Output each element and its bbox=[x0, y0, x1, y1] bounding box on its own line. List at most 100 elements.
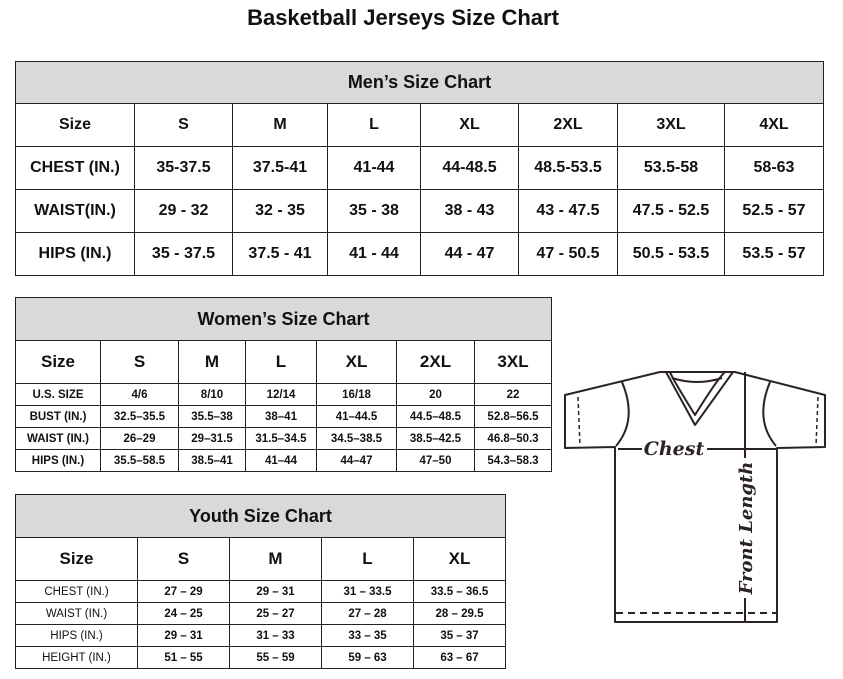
table-cell: 31 – 33.5 bbox=[321, 580, 414, 603]
row-label: BUST (IN.) bbox=[15, 405, 101, 428]
chest-label: Chest bbox=[644, 438, 705, 460]
size-header-row: Size S M L XL 2XL 3XL bbox=[15, 340, 553, 384]
table-cell: 38.5–41 bbox=[178, 449, 246, 472]
table-cell: 24 – 25 bbox=[137, 602, 230, 625]
column-header: L bbox=[321, 537, 414, 581]
table-row: WAIST(IN.) 29 - 32 32 - 35 35 - 38 38 - 43 43… bbox=[15, 189, 824, 233]
column-header: L bbox=[327, 103, 421, 147]
table-cell: 35.5–58.5 bbox=[100, 449, 179, 472]
column-header: S bbox=[100, 340, 179, 384]
table-cell: 32 - 35 bbox=[232, 189, 328, 233]
table-cell: 37.5 - 41 bbox=[232, 232, 328, 276]
front-length-label: Front Length bbox=[736, 462, 757, 596]
table-cell: 59 – 63 bbox=[321, 646, 414, 669]
column-header: XL bbox=[412, 537, 507, 581]
table-cell: 44-48.5 bbox=[420, 146, 519, 190]
table-row: HIPS (IN.) 35 - 37.5 37.5 - 41 41 - 44 44 - … bbox=[15, 232, 824, 276]
page-title: Basketball Jerseys Size Chart bbox=[247, 5, 559, 30]
table-row: CHEST (IN.) 27 – 29 29 – 31 31 – 33.5 33.5 –… bbox=[15, 580, 507, 603]
womens-size-table: Women’s Size Chart Size S M L XL 2XL 3XL U.S. SI… bbox=[14, 297, 553, 472]
table-cell: 33 – 35 bbox=[321, 624, 414, 647]
table-row: U.S. SIZE 4/6 8/10 12/14 16/18 20 22 bbox=[15, 383, 553, 406]
table-cell: 12/14 bbox=[245, 383, 317, 406]
column-header: M bbox=[232, 103, 328, 147]
table-cell: 35 – 37 bbox=[412, 624, 507, 647]
table-cell: 35-37.5 bbox=[134, 146, 233, 190]
table-cell: 8/10 bbox=[178, 383, 246, 406]
table-cell: 35.5–38 bbox=[178, 405, 246, 428]
table-cell: 38–41 bbox=[245, 405, 317, 428]
row-label-header: Size bbox=[15, 537, 138, 581]
table-cell: 16/18 bbox=[316, 383, 397, 406]
table-cell: 41–44 bbox=[245, 449, 317, 472]
table-cell: 38.5–42.5 bbox=[396, 427, 475, 450]
column-header: M bbox=[178, 340, 246, 384]
table-cell: 27 – 28 bbox=[321, 602, 414, 625]
row-label: U.S. SIZE bbox=[15, 383, 101, 406]
row-label-header: Size bbox=[15, 340, 101, 384]
table-cell: 28 – 29.5 bbox=[412, 602, 507, 625]
table-cell: 29–31.5 bbox=[178, 427, 246, 450]
table-cell: 41 - 44 bbox=[327, 232, 421, 276]
row-label: HIPS (IN.) bbox=[15, 232, 135, 276]
youth-size-table: Youth Size Chart Size S M L XL CHEST (IN.) 27 –… bbox=[14, 494, 507, 669]
table-cell: 43 - 47.5 bbox=[518, 189, 618, 233]
column-header: 3XL bbox=[617, 103, 725, 147]
table-cell: 55 – 59 bbox=[229, 646, 322, 669]
mens-size-table: Men’s Size Chart Size S M L XL 2XL 3XL 4XL CHEST … bbox=[15, 61, 824, 276]
size-header-row: Size S M L XL 2XL 3XL 4XL bbox=[15, 103, 824, 147]
row-label: WAIST(IN.) bbox=[15, 189, 135, 233]
table-cell: 35 - 37.5 bbox=[134, 232, 233, 276]
table-cell: 37.5-41 bbox=[232, 146, 328, 190]
row-label: HEIGHT (IN.) bbox=[15, 646, 138, 669]
table-cell: 47 - 50.5 bbox=[518, 232, 618, 276]
column-header: S bbox=[134, 103, 233, 147]
table-cell: 41-44 bbox=[327, 146, 421, 190]
column-header: 2XL bbox=[518, 103, 618, 147]
table-cell: 31 – 33 bbox=[229, 624, 322, 647]
table-cell: 35 - 38 bbox=[327, 189, 421, 233]
table-row: CHEST (IN.) 35-37.5 37.5-41 41-44 44-48.5 48.… bbox=[15, 146, 824, 190]
jersey-outline bbox=[564, 371, 826, 623]
table-cell: 4/6 bbox=[100, 383, 179, 406]
table-row: WAIST (IN.) 26–29 29–31.5 31.5–34.5 34.5–38.… bbox=[15, 427, 553, 450]
column-header: S bbox=[137, 537, 230, 581]
table-cell: 29 - 32 bbox=[134, 189, 233, 233]
row-label: HIPS (IN.) bbox=[15, 624, 138, 647]
table-cell: 33.5 – 36.5 bbox=[412, 580, 507, 603]
table-cell: 51 – 55 bbox=[137, 646, 230, 669]
column-header: L bbox=[245, 340, 317, 384]
table-cell: 47.5 - 52.5 bbox=[617, 189, 725, 233]
collar bbox=[665, 371, 734, 426]
table-cell: 27 – 29 bbox=[137, 580, 230, 603]
table-cell: 44–47 bbox=[316, 449, 397, 472]
table-row: HEIGHT (IN.) 51 – 55 55 – 59 59 – 63 63 – 67 bbox=[15, 646, 507, 669]
column-header: M bbox=[229, 537, 322, 581]
table-cell: 41–44.5 bbox=[316, 405, 397, 428]
table-cell: 38 - 43 bbox=[420, 189, 519, 233]
table-row: BUST (IN.) 32.5–35.5 35.5–38 38–41 41–44.5 44… bbox=[15, 405, 553, 428]
row-label: CHEST (IN.) bbox=[15, 146, 135, 190]
table-cell: 58-63 bbox=[724, 146, 824, 190]
table-cell: 50.5 - 53.5 bbox=[617, 232, 725, 276]
table-cell: 53.5 - 57 bbox=[724, 232, 824, 276]
table-cell: 31.5–34.5 bbox=[245, 427, 317, 450]
table-cell: 34.5–38.5 bbox=[316, 427, 397, 450]
table-cell: 29 – 31 bbox=[229, 580, 322, 603]
column-header: XL bbox=[316, 340, 397, 384]
table-heading: Women’s Size Chart bbox=[14, 297, 553, 341]
table-cell: 52.8–56.5 bbox=[473, 405, 553, 428]
table-cell: 32.5–35.5 bbox=[100, 405, 179, 428]
row-label: WAIST (IN.) bbox=[15, 427, 101, 450]
table-cell: 22 bbox=[473, 383, 553, 406]
table-cell: 54.3–58.3 bbox=[473, 449, 553, 472]
table-cell: 25 – 27 bbox=[229, 602, 322, 625]
jersey-measurement-diagram: Chest Front Length bbox=[564, 371, 826, 623]
table-cell: 53.5-58 bbox=[617, 146, 725, 190]
table-heading: Youth Size Chart bbox=[14, 494, 507, 538]
table-cell: 44 - 47 bbox=[420, 232, 519, 276]
row-label: HIPS (IN.) bbox=[15, 449, 101, 472]
table-cell: 46.8–50.3 bbox=[473, 427, 553, 450]
size-header-row: Size S M L XL bbox=[15, 537, 507, 581]
table-cell: 26–29 bbox=[100, 427, 179, 450]
